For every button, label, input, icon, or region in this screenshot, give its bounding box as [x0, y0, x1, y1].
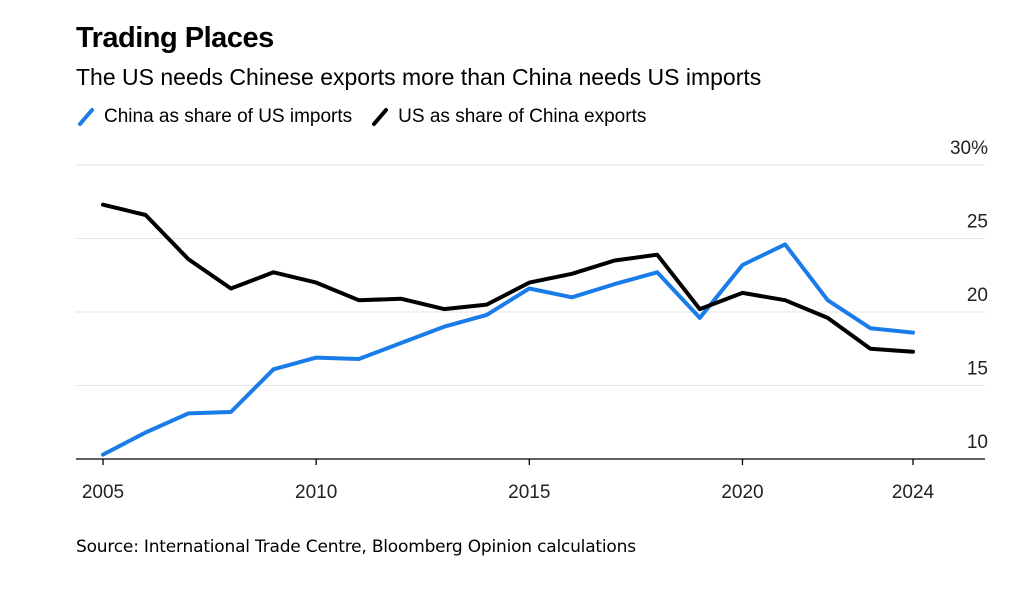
- x-tick-label: 2005: [82, 482, 124, 503]
- legend-swatch-china-line: [78, 108, 94, 126]
- legend-item-us: US as share of China exports: [370, 106, 646, 128]
- y-tick-label: 10: [967, 432, 988, 453]
- series-line-us-share-of-china-exports: [101, 202, 915, 354]
- y-tick-label: 30%: [950, 138, 988, 159]
- legend: China as share of US imports US as share…: [76, 106, 664, 128]
- legend-swatch-us-line: [372, 108, 389, 126]
- legend-label-china: China as share of US imports: [104, 106, 353, 127]
- x-tick-label: 2020: [721, 482, 763, 503]
- y-tick-label: 15: [967, 359, 988, 380]
- series-line-china-share-of-us-imports: [101, 242, 915, 457]
- legend-swatch-china: [78, 108, 94, 126]
- x-axis-ticks: 2005 2010 2015 2020 2024: [76, 458, 985, 503]
- legend-label-us: US as share of China exports: [398, 106, 647, 127]
- y-tick-label: 20: [967, 285, 988, 306]
- y-tick-label: 25: [967, 212, 988, 233]
- y-axis-ticks: 10 15 20 25 30%: [950, 138, 988, 453]
- legend-item-china: China as share of US imports: [76, 106, 352, 128]
- x-tick-label: 2015: [508, 482, 550, 503]
- legend-swatch-us: [372, 108, 389, 126]
- gridlines: [76, 164, 985, 386]
- x-tick-label: 2010: [295, 482, 337, 503]
- series-lines: [101, 202, 915, 457]
- chart-subtitle: The US needs Chinese exports more than C…: [76, 64, 762, 90]
- x-tick-label: 2024: [892, 482, 935, 503]
- source-note: Source: International Trade Centre, Bloo…: [76, 537, 636, 557]
- chart-title: Trading Places: [76, 22, 274, 54]
